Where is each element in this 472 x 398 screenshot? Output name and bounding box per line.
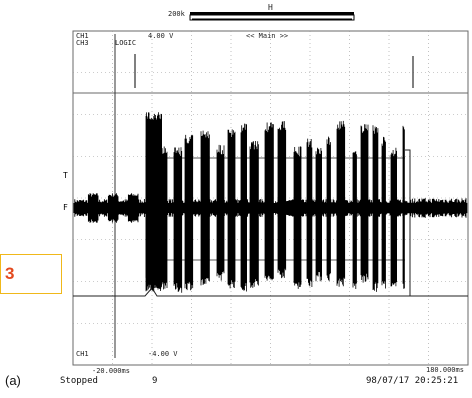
zoom-bar-track — [190, 12, 354, 15]
callout-label: 3 — [5, 264, 15, 283]
callout-box: 3 — [0, 254, 62, 294]
zoom-label: 200k — [168, 10, 185, 18]
level-marker: F — [63, 203, 68, 212]
ch3-label: CH3 — [76, 39, 89, 47]
signal-burst-start — [145, 112, 162, 292]
voltage-top: 4.00 V — [148, 32, 174, 40]
run-status: Stopped — [60, 376, 98, 386]
time-left: -20.000ms — [92, 367, 130, 375]
figure-label: (a) — [5, 373, 21, 388]
signal-trace — [73, 112, 468, 293]
zoom-bar-window — [189, 14, 355, 21]
ch1-bottom-label: CH1 — [76, 350, 89, 358]
main-label: << Main >> — [246, 32, 289, 40]
envelope-edge — [405, 149, 411, 296]
voltage-bottom: -4.00 V — [148, 350, 178, 358]
logic-label: LOGIC — [115, 39, 137, 47]
zoom-bar[interactable] — [189, 12, 355, 21]
time-right: 180.000ms — [426, 366, 464, 374]
zoom-marker: H — [268, 3, 273, 12]
ch1-label: CH1 — [76, 32, 89, 40]
acquisition-count: 9 — [152, 376, 158, 386]
trigger-marker: T — [63, 171, 68, 180]
date-time: 98/07/17 20:25:21 — [366, 376, 459, 386]
